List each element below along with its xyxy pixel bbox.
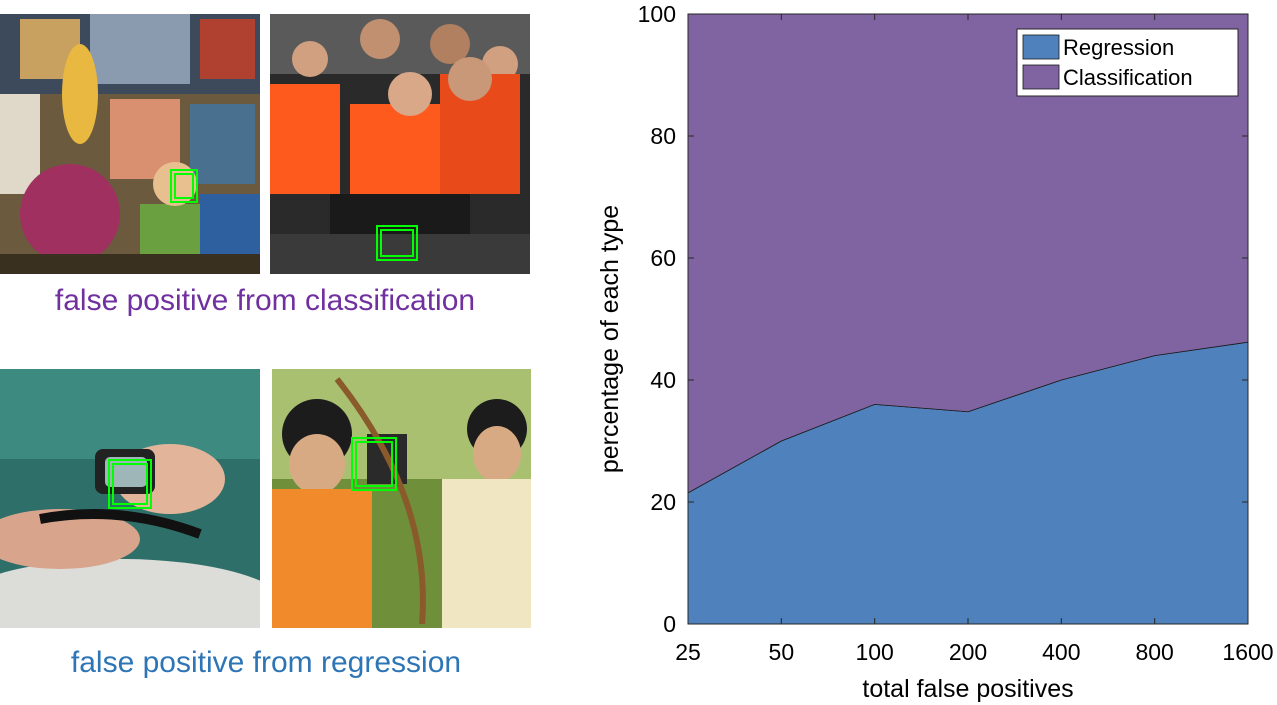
stacked-area-chart: 0 20 40 60 80 100 25 50 100 200 400 800 1600 total fa… — [596, 1, 1274, 703]
snorkel-swimmer-photo — [0, 369, 260, 628]
x-tick-label: 100 — [855, 639, 893, 665]
legend-swatch-regression — [1022, 34, 1060, 60]
x-tick-label: 200 — [949, 639, 987, 665]
y-tick-label: 20 — [650, 489, 676, 515]
legend-label-regression: Regression — [1063, 35, 1174, 60]
cartoon-crowd-photo — [0, 14, 260, 274]
y-tick-label: 100 — [638, 1, 676, 27]
archery-kids-photo — [272, 369, 531, 628]
caption-classification: false positive from classification — [54, 284, 476, 317]
detection-box — [108, 459, 152, 509]
x-tick-label: 800 — [1135, 639, 1173, 665]
caption-regression: false positive from regression — [70, 646, 462, 679]
race-crowd-photo — [270, 14, 530, 274]
x-tick-label: 400 — [1042, 639, 1080, 665]
x-tick-label: 25 — [675, 639, 701, 665]
detection-box — [376, 225, 418, 261]
y-axis-title: percentage of each type — [596, 205, 624, 473]
legend-swatch-classification — [1022, 64, 1060, 90]
detection-box — [170, 169, 198, 203]
legend-label-classification: Classification — [1063, 65, 1193, 90]
detection-box — [351, 437, 397, 491]
y-tick-label: 40 — [650, 367, 676, 393]
y-tick-label: 0 — [663, 611, 676, 637]
y-tick-label: 80 — [650, 123, 676, 149]
x-tick-label: 50 — [769, 639, 795, 665]
x-tick-label: 1600 — [1222, 639, 1273, 665]
x-axis-title: total false positives — [862, 675, 1073, 703]
y-tick-label: 60 — [650, 245, 676, 271]
